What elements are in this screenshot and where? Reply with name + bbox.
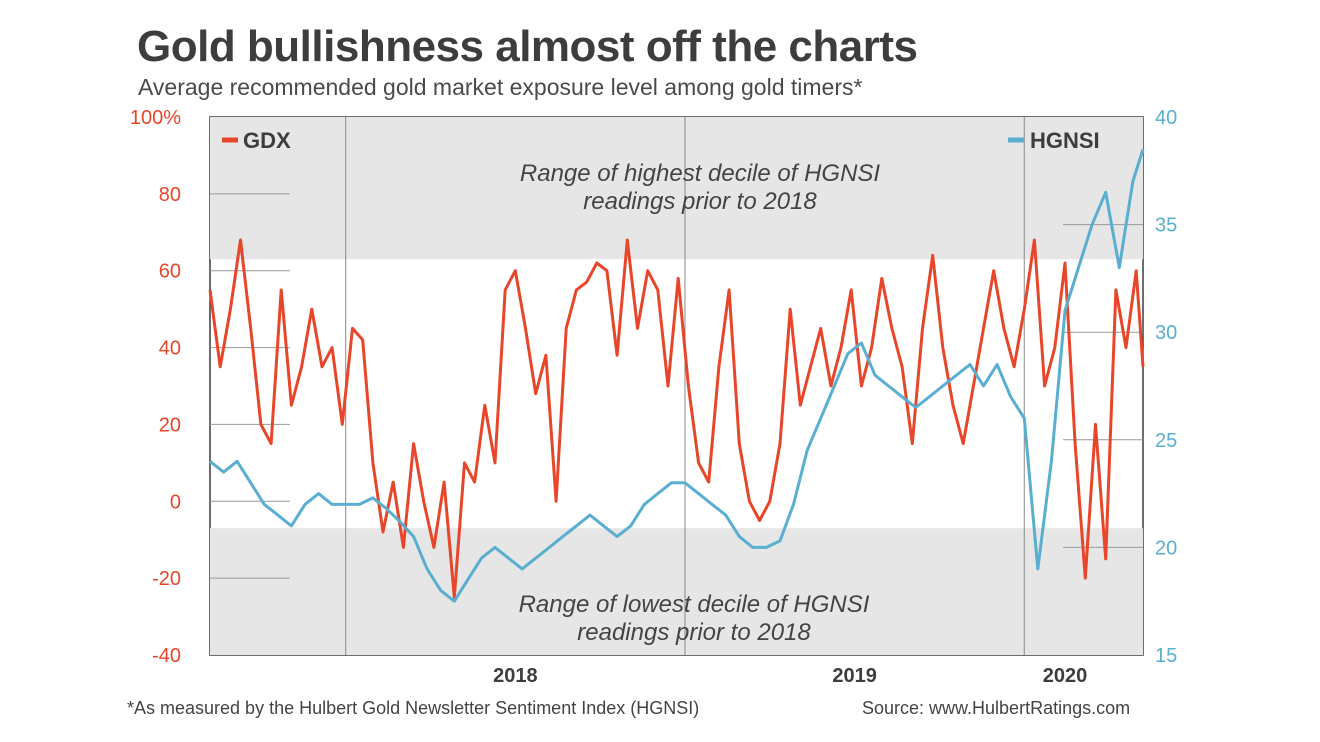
- x-tick-label: 2019: [832, 665, 877, 687]
- series-line-hgnsi: [209, 148, 1145, 603]
- right-tick-label: 25: [1155, 430, 1177, 452]
- legend-label-gdx: GDX: [243, 128, 291, 153]
- footnote: *As measured by the Hulbert Gold Newslet…: [127, 698, 700, 718]
- bottom-band-label: Range of lowest decile of HGNSI: [519, 591, 870, 618]
- decile-band-1: [210, 528, 1143, 655]
- series-line-gdx: [208, 238, 1145, 599]
- decile-band-0: [210, 117, 1143, 260]
- chart-subtitle: Average recommended gold market exposure…: [138, 74, 863, 100]
- left-tick-label: 0: [170, 491, 181, 513]
- left-tick-label: 80: [159, 184, 181, 206]
- left-tick-label: 20: [159, 414, 181, 436]
- left-tick-label: 100%: [130, 107, 181, 129]
- x-tick-label: 2018: [493, 665, 538, 687]
- top-band-label: readings prior to 2018: [583, 188, 817, 215]
- left-tick-label: -20: [152, 568, 181, 590]
- right-tick-label: 35: [1155, 215, 1177, 237]
- left-tick-label: 40: [159, 338, 181, 360]
- top-band-label: Range of highest decile of HGNSI: [520, 160, 881, 187]
- bottom-band-label: readings prior to 2018: [577, 619, 811, 646]
- left-tick-label: 60: [159, 261, 181, 283]
- legend-label-hgnsi: HGNSI: [1030, 128, 1100, 153]
- left-tick-label: -40: [152, 645, 181, 667]
- chart-title: Gold bullishness almost off the charts: [137, 22, 918, 71]
- x-tick-label: 2020: [1043, 665, 1088, 687]
- right-tick-label: 30: [1155, 322, 1177, 344]
- right-tick-label: 20: [1155, 537, 1177, 559]
- source-credit: Source: www.HulbertRatings.com: [862, 698, 1131, 718]
- right-tick-label: 40: [1155, 107, 1177, 129]
- right-tick-label: 15: [1155, 645, 1177, 667]
